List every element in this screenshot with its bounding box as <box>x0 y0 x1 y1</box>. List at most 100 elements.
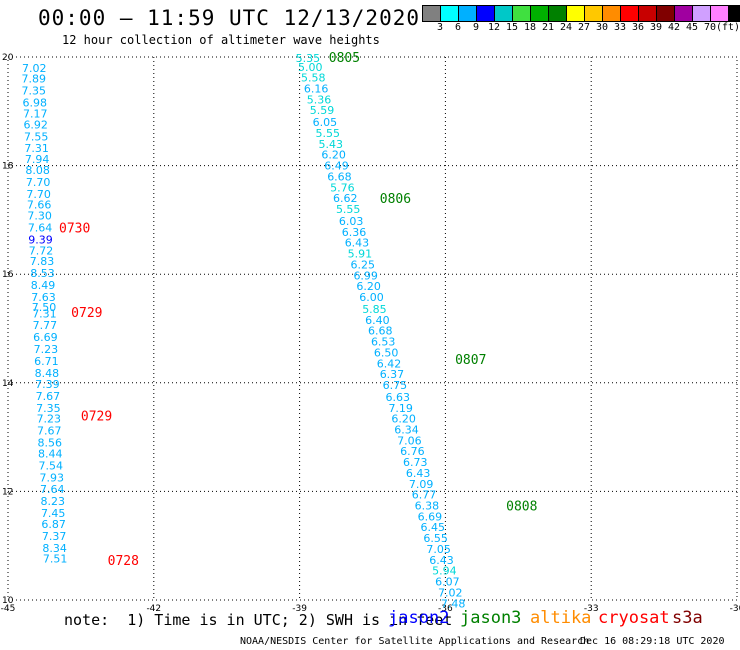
wave-height-value: 7.48 <box>441 597 466 610</box>
wave-height-value: 5.55 <box>316 127 341 140</box>
satellite-label-jason3: jason3 <box>460 608 522 628</box>
x-tick-label: -30 <box>730 604 740 614</box>
legend-label: 30 <box>596 22 609 33</box>
wave-height-value: 5.43 <box>318 138 343 151</box>
wave-height-value: 6.43 <box>406 467 431 480</box>
plot-frame <box>7 56 738 601</box>
wave-height-value: 7.72 <box>29 244 54 257</box>
pass-time-label: 0729 <box>71 306 102 321</box>
wave-height-value: 7.30 <box>27 210 52 223</box>
wave-height-value: 6.71 <box>34 355 59 368</box>
wave-height-value: 6.20 <box>321 149 346 162</box>
legend-swatch <box>531 6 549 21</box>
legend-swatch <box>603 6 621 21</box>
wave-height-value: 6.07 <box>435 576 460 589</box>
wave-height-value: 6.92 <box>23 118 48 131</box>
legend-swatch <box>477 6 495 21</box>
x-tick-label: -39 <box>292 604 307 614</box>
wave-height-value: 5.94 <box>432 565 457 578</box>
wave-height-value: 6.49 <box>324 160 349 173</box>
wave-height-value: 7.19 <box>388 402 413 415</box>
wave-height-value: 6.68 <box>368 325 393 338</box>
wave-height-value: 6.69 <box>33 331 58 344</box>
satellite-label-altika: altika <box>530 608 592 628</box>
legend-swatch <box>639 6 657 21</box>
wave-height-labels: 7.027.897.356.987.176.927.557.317.948.08… <box>22 52 466 610</box>
pass-time-label: 0729 <box>81 409 112 424</box>
pass-time-label: 0806 <box>380 192 411 207</box>
x-tick-label: -33 <box>584 604 599 614</box>
wave-height-value: 7.54 <box>39 459 64 472</box>
wave-height-value: 6.42 <box>377 357 402 370</box>
wave-height-value: 5.58 <box>301 72 326 85</box>
wave-height-value: 7.05 <box>426 543 451 556</box>
wave-height-value: 6.03 <box>339 215 364 228</box>
y-tick-label: 14 <box>2 379 14 389</box>
wave-height-value: 7.67 <box>36 390 61 403</box>
y-tick-label: 16 <box>2 270 14 280</box>
wave-height-value: 7.17 <box>23 107 48 120</box>
y-tick-label: 10 <box>2 596 14 606</box>
plot-border <box>7 56 738 601</box>
wave-height-value: 7.83 <box>30 255 55 268</box>
chart-title: 00:00 – 11:59 UTC 12/13/2020 <box>38 6 421 30</box>
legend-swatch <box>423 6 441 21</box>
generation-timestamp: Dec 16 08:29:18 UTC 2020 <box>580 636 725 647</box>
credit-line: NOAA/NESDIS Center for Satellite Applica… <box>240 636 590 647</box>
legend-swatch <box>711 6 729 21</box>
satellite-label-jason2: jason2 <box>388 608 450 628</box>
wave-height-value: 7.64 <box>40 483 65 496</box>
pass-time-label: 0807 <box>455 353 486 368</box>
wave-height-value: 6.43 <box>345 237 370 250</box>
wave-height-value: 7.67 <box>37 425 62 438</box>
legend-swatch <box>513 6 531 21</box>
wave-height-value: 6.69 <box>418 510 443 523</box>
legend-swatch <box>549 6 567 21</box>
wave-height-value: 7.64 <box>28 222 53 235</box>
wave-height-value: 6.45 <box>421 521 446 534</box>
pass-time-labels: 0805 0806 0807 0808 0730 0729 0729 0728 <box>59 51 537 569</box>
legend-swatch <box>729 6 740 21</box>
wave-height-value: 7.45 <box>41 507 66 520</box>
wave-height-value: 8.48 <box>35 367 60 380</box>
wave-height-value: 7.77 <box>33 319 58 332</box>
legend-label: 70 <box>704 22 717 33</box>
wave-height-value: 6.87 <box>41 518 66 531</box>
wave-height-value: 6.63 <box>386 391 411 404</box>
wave-height-value: 5.59 <box>310 104 335 117</box>
wave-height-value: 6.20 <box>391 413 416 426</box>
legend-swatch <box>441 6 459 21</box>
wave-height-value: 7.70 <box>26 188 51 201</box>
wave-height-value: 7.94 <box>25 153 50 166</box>
legend-label: 36 <box>632 22 645 33</box>
wave-height-value: 6.43 <box>429 554 454 567</box>
legend-label: 18 <box>524 22 537 33</box>
wave-height-value: 6.73 <box>403 456 428 469</box>
wave-height-value: 6.38 <box>415 500 440 513</box>
pass-time-label: 0728 <box>108 554 139 569</box>
grid-lines <box>8 57 737 600</box>
wave-height-value: 6.68 <box>327 170 352 183</box>
y-tick-label: 12 <box>2 487 13 497</box>
satellite-label-cryosat: cryosat <box>598 608 670 628</box>
satellite-label-s3a: s3a <box>672 608 703 628</box>
wave-height-value: 6.37 <box>380 368 405 381</box>
wave-height-value: 6.77 <box>412 489 437 502</box>
x-tick-label: -36 <box>438 604 453 614</box>
wave-height-value: 6.76 <box>400 445 425 458</box>
wave-height-value: 8.23 <box>40 495 65 508</box>
wave-height-value: 7.66 <box>27 199 52 212</box>
wave-height-value: 7.55 <box>24 130 49 143</box>
wave-height-value: 6.40 <box>365 314 390 327</box>
legend-label: 39 <box>650 22 663 33</box>
wave-height-value: 6.36 <box>342 226 367 239</box>
color-scale-legend <box>422 5 740 22</box>
wave-height-value: 6.53 <box>371 336 396 349</box>
legend-label: 42 <box>668 22 681 33</box>
wave-height-value: 7.93 <box>39 471 64 484</box>
x-tick-label: -42 <box>146 604 161 614</box>
wave-height-value: 6.34 <box>394 423 419 436</box>
wave-height-value: 8.53 <box>30 267 55 280</box>
legend-label: 27 <box>578 22 591 33</box>
